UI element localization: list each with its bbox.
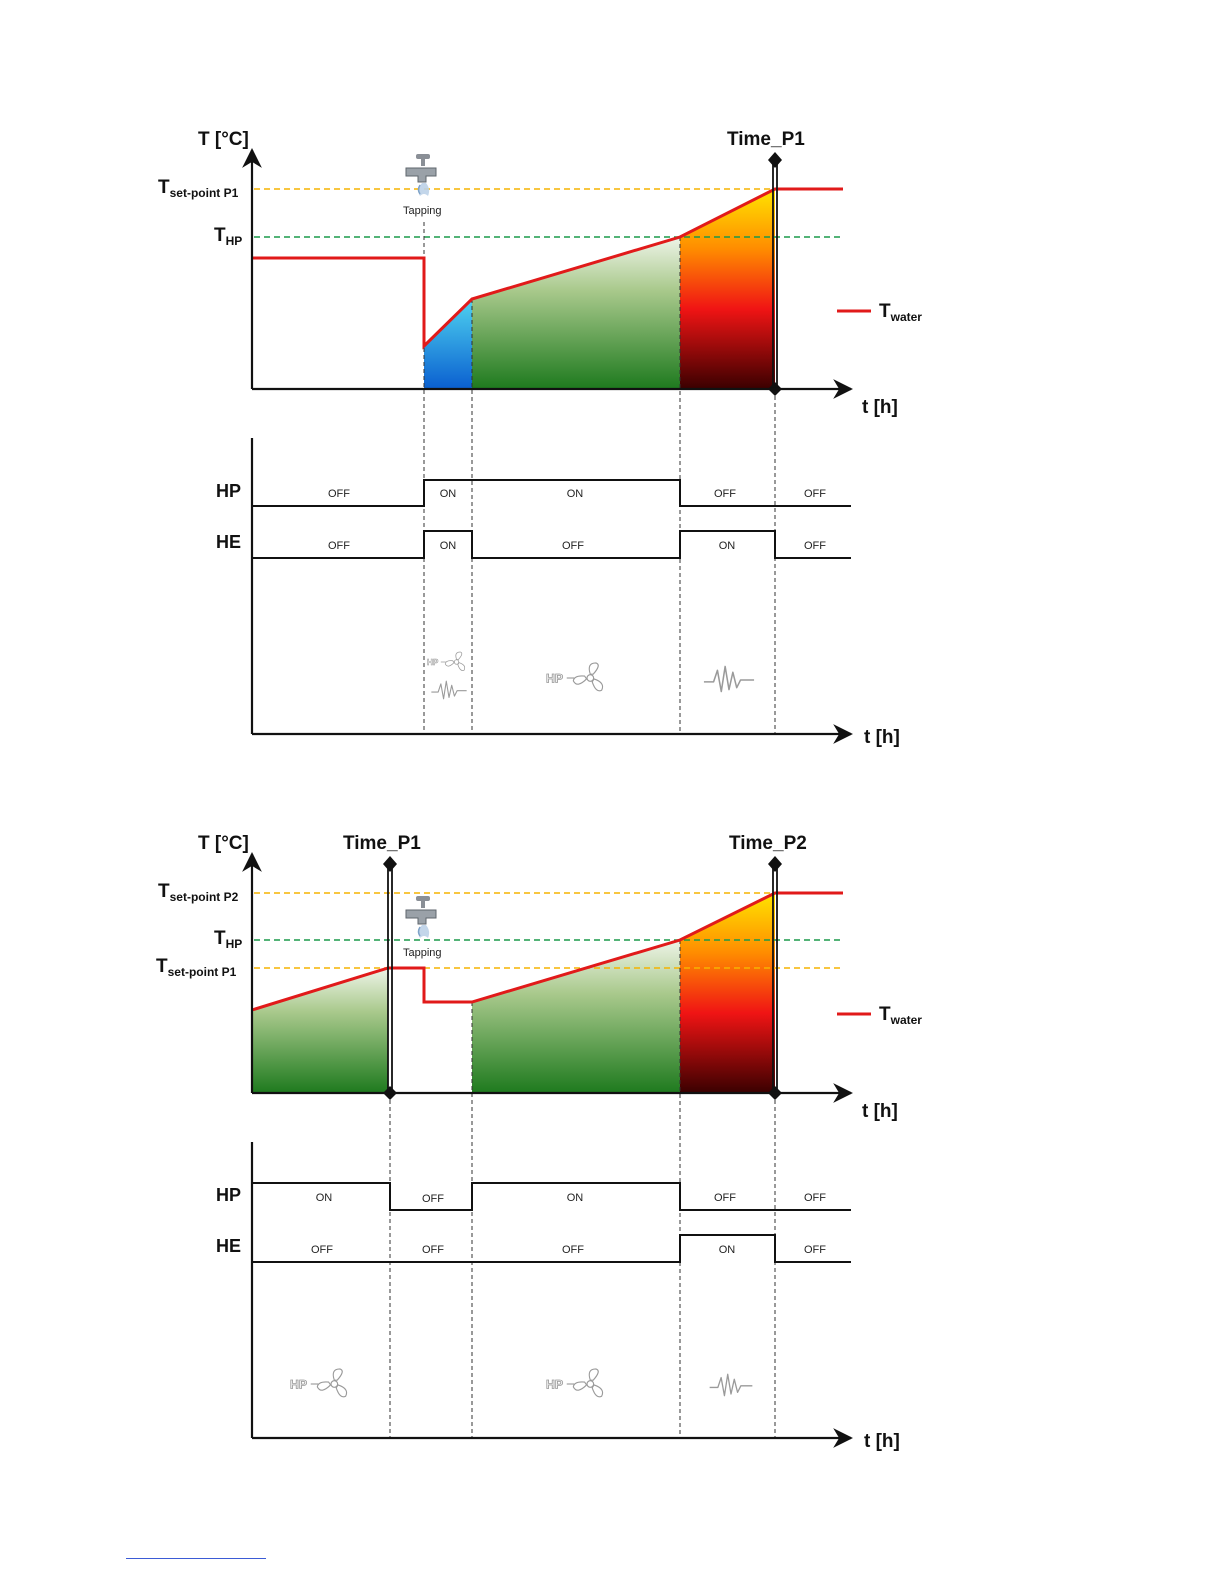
- svg-text:Twater: Twater: [879, 301, 922, 324]
- y-axis-label: T [°C]: [198, 833, 249, 854]
- hp-state-5: OFF: [804, 488, 826, 500]
- signals-x-axis-label: t [h]: [864, 727, 900, 748]
- he-state-4: ON: [719, 540, 736, 552]
- hp-threshold-label: THP: [214, 928, 242, 951]
- water-temperature-line: [252, 187, 843, 350]
- heat-pump-phase-fill: [472, 940, 680, 1093]
- time-p1-marker-top: [768, 152, 782, 168]
- signals-x-axis-label: t [h]: [864, 1431, 900, 1452]
- hp-state-2: OFF: [422, 1193, 444, 1205]
- hp-state-2: ON: [440, 488, 457, 500]
- setpoint-p1-label: Tset-point P1: [156, 956, 237, 979]
- hp-state-5: OFF: [804, 1192, 826, 1204]
- legend-water: Twater: [837, 1004, 922, 1027]
- he-state-5: OFF: [804, 540, 826, 552]
- hp-state-3: ON: [567, 488, 584, 500]
- heat-pump-phase-fill: [252, 968, 388, 1093]
- footnote-rule: [126, 1558, 266, 1559]
- tapping-label: Tapping: [403, 947, 442, 959]
- time-p1-label: Time_P1: [727, 129, 805, 150]
- heat-pump-fan-icon: [427, 651, 466, 671]
- he-state-1: OFF: [311, 1244, 333, 1256]
- tapping-phase-fill: [424, 299, 472, 389]
- setpoint-p2-label: Tset-point P2: [158, 881, 239, 904]
- he-signal-trace: [252, 530, 851, 559]
- hp-signal-trace: [252, 1182, 851, 1211]
- tap-icon: [405, 153, 437, 196]
- he-state-2: ON: [440, 540, 457, 552]
- tap-icon: [405, 895, 437, 938]
- he-state-5: OFF: [804, 1244, 826, 1256]
- legend-water: Twater: [837, 301, 922, 324]
- he-row-label: HE: [216, 532, 241, 552]
- he-row-label: HE: [216, 1236, 241, 1256]
- svg-text:Twater: Twater: [879, 1004, 922, 1027]
- panel-1-signals-chart: t [h] HP HE OFF ON ON OFF OFF OFF ON OFF…: [216, 438, 900, 748]
- water-temperature-line: [251, 891, 843, 1012]
- hp-state-3: ON: [567, 1192, 584, 1204]
- panel-2-temperature-chart: T [°C] t [h] Time_P1 Time_P2 Tset-point …: [156, 833, 922, 1438]
- time-p2-marker-top: [768, 856, 782, 872]
- he-state-1: OFF: [328, 540, 350, 552]
- hp-signal-trace: [252, 479, 851, 507]
- hp-state-4: OFF: [714, 1192, 736, 1204]
- time-p1-marker-top: [383, 856, 397, 872]
- heating-element-phase-fill: [680, 893, 775, 1093]
- heating-element-icon: [430, 680, 468, 700]
- he-state-3: OFF: [562, 540, 584, 552]
- time-p1-label: Time_P1: [343, 833, 421, 854]
- tapping-label: Tapping: [403, 205, 442, 217]
- hp-row-label: HP: [216, 481, 241, 501]
- x-axis-label: t [h]: [862, 1101, 898, 1122]
- hp-state-1: OFF: [328, 488, 350, 500]
- time-p2-label: Time_P2: [729, 833, 807, 854]
- hp-row-label: HP: [216, 1185, 241, 1205]
- heat-pump-fan-icon: [546, 1368, 604, 1398]
- hp-state-4: OFF: [714, 488, 736, 500]
- y-axis-label: T [°C]: [198, 129, 249, 150]
- x-axis-label: t [h]: [862, 397, 898, 418]
- he-state-4: ON: [719, 1244, 736, 1256]
- he-state-2: OFF: [422, 1244, 444, 1256]
- heat-pump-phase-fill: [472, 237, 680, 389]
- panel-1-temperature-chart: T [°C] t [h] Time_P1 Tset-point P1 THP T…: [158, 129, 922, 733]
- setpoint-p1-label: Tset-point P1: [158, 177, 239, 200]
- panel-2-signals-chart: t [h] HP HE ON OFF ON OFF OFF OFF OFF OF…: [216, 1142, 900, 1452]
- heating-element-icon: [708, 1373, 754, 1397]
- heating-element-phase-fill: [680, 189, 775, 389]
- he-state-3: OFF: [562, 1244, 584, 1256]
- hp-threshold-label: THP: [214, 225, 242, 248]
- heating-element-icon: [703, 665, 755, 693]
- heat-pump-fan-icon: [290, 1368, 348, 1398]
- hp-state-1: ON: [316, 1192, 333, 1204]
- heat-pump-fan-icon: [546, 662, 604, 692]
- he-signal-trace: [252, 1234, 851, 1263]
